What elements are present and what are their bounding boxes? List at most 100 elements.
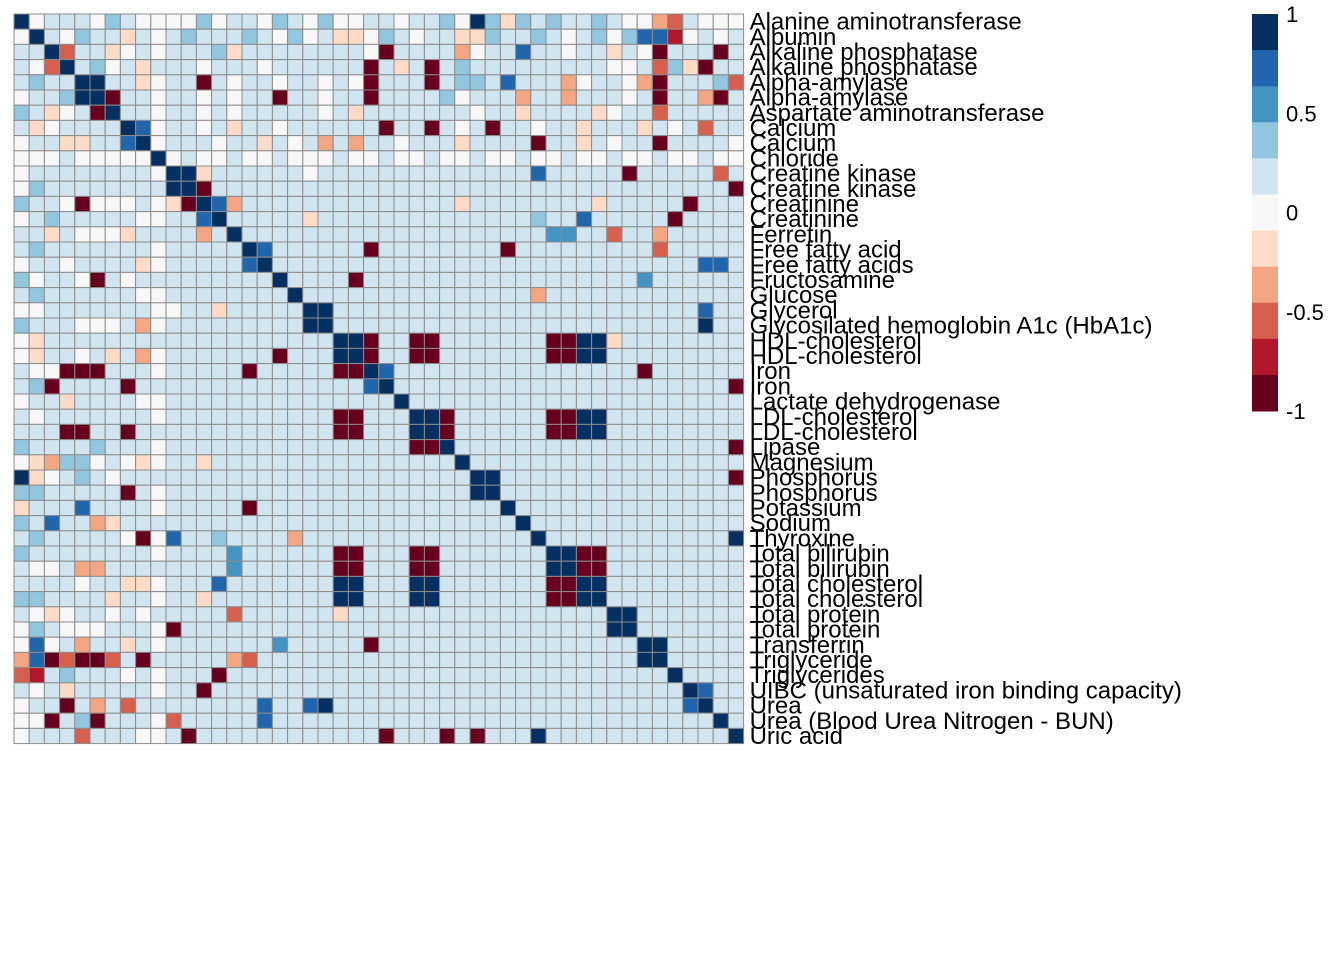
heatmap-cell [575, 469, 593, 486]
heatmap-cell [302, 104, 319, 121]
heatmap-cell [180, 241, 197, 258]
heatmap-cell [697, 302, 714, 319]
heatmap-cell [59, 378, 76, 395]
heatmap-cell [454, 682, 471, 699]
heatmap-cell [682, 545, 699, 562]
heatmap-cell [150, 241, 167, 258]
heatmap-cell [393, 606, 410, 623]
heatmap-cell [621, 104, 638, 121]
heatmap-cell [74, 89, 91, 106]
heatmap-cell [165, 560, 182, 577]
heatmap-cell [636, 119, 653, 137]
heatmap-cell [697, 150, 714, 167]
heatmap-cell [712, 499, 729, 517]
heatmap-cell [226, 256, 243, 273]
heatmap-cell [119, 484, 137, 501]
heatmap-cell [636, 484, 653, 501]
heatmap-cell [454, 89, 471, 106]
heatmap-cell [454, 591, 471, 608]
heatmap-cell [43, 74, 61, 91]
heatmap-cell [697, 621, 714, 638]
heatmap-cell [515, 119, 532, 137]
heatmap-cell [347, 241, 365, 258]
heatmap-cell [727, 651, 745, 669]
heatmap-cell [195, 332, 213, 349]
heatmap-cell [545, 150, 562, 167]
heatmap-cell [636, 317, 653, 334]
heatmap-cell [423, 560, 441, 577]
heatmap-cell [89, 271, 106, 289]
heatmap-cell [241, 591, 258, 608]
heatmap-cell [469, 59, 486, 76]
heatmap-cell [499, 423, 517, 441]
heatmap-cell [150, 226, 167, 243]
heatmap-cell [165, 667, 182, 684]
heatmap-cell [499, 667, 517, 684]
heatmap-cell [363, 104, 380, 121]
heatmap-cell [302, 682, 319, 699]
heatmap-cell [74, 727, 91, 745]
heatmap-cell [363, 347, 380, 365]
heatmap-cell [150, 393, 167, 410]
heatmap-cell [423, 271, 441, 289]
heatmap-cell [211, 636, 228, 653]
heatmap-cell [408, 28, 425, 45]
heatmap-cell [667, 636, 684, 653]
heatmap-cell [332, 135, 349, 152]
heatmap-cell [271, 59, 289, 76]
heatmap-cell [621, 347, 638, 365]
heatmap-cell [302, 499, 319, 517]
heatmap-cell [256, 530, 273, 547]
row-label: Phosphorus [750, 465, 878, 492]
heatmap-cell [667, 499, 684, 517]
heatmap-cell [560, 682, 577, 699]
heatmap-cell [180, 104, 197, 121]
heatmap-cell [651, 515, 669, 532]
heatmap-cell [378, 378, 395, 395]
heatmap-cell [363, 530, 380, 547]
heatmap-cell [636, 195, 653, 213]
heatmap-cell [454, 499, 471, 517]
heatmap-cell [499, 575, 517, 593]
heatmap-cell [241, 575, 258, 593]
heatmap-cell [119, 43, 137, 61]
heatmap-cell [165, 515, 182, 532]
heatmap-cell [89, 515, 106, 532]
heatmap-cell [43, 499, 61, 517]
heatmap-cell [119, 363, 137, 380]
heatmap-cell [287, 28, 304, 45]
heatmap-cell [499, 439, 517, 456]
heatmap-cell [317, 454, 334, 471]
heatmap-cell [682, 150, 699, 167]
heatmap-cell [545, 165, 562, 182]
heatmap-cell [636, 59, 653, 76]
heatmap-cell [651, 651, 669, 669]
heatmap-cell [150, 484, 167, 501]
heatmap-cell [302, 727, 319, 745]
heatmap-cell [697, 211, 714, 228]
heatmap-cell [591, 515, 608, 532]
heatmap-cell [667, 150, 684, 167]
heatmap-cell [636, 560, 653, 577]
heatmap-cell [74, 575, 91, 593]
heatmap-cell [150, 697, 167, 714]
heatmap-cell [454, 439, 471, 456]
heatmap-cell [423, 104, 441, 121]
heatmap-cell [195, 545, 213, 562]
heatmap-cell [469, 378, 486, 395]
heatmap-cell [606, 408, 623, 425]
heatmap-cell [59, 363, 76, 380]
heatmap-cell [682, 439, 699, 456]
heatmap-cell [287, 469, 304, 486]
heatmap-cell [499, 454, 517, 471]
heatmap-cell [13, 530, 30, 547]
heatmap-cell [575, 226, 593, 243]
heatmap-cell [454, 667, 471, 684]
heatmap-cell [515, 591, 532, 608]
heatmap-cell [651, 606, 669, 623]
heatmap-cell [423, 697, 441, 714]
heatmap-cell [256, 423, 273, 441]
heatmap-cell [150, 651, 167, 669]
heatmap-cell [393, 195, 410, 213]
heatmap-cell [332, 606, 349, 623]
